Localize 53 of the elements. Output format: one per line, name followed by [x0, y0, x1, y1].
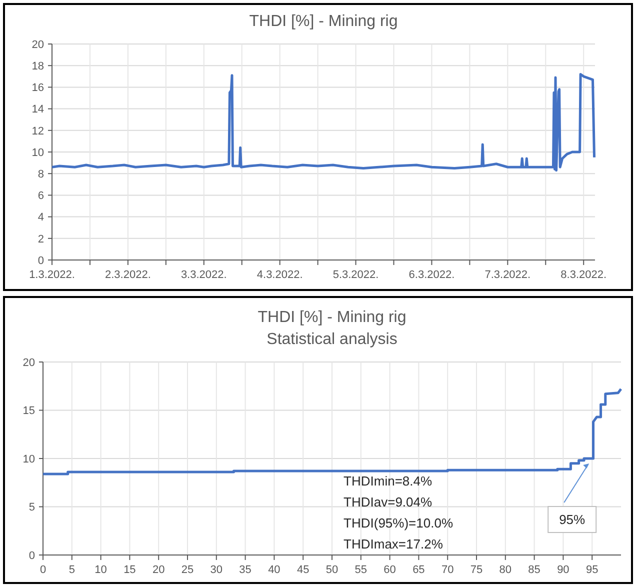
- x-tick-label: 2.3.2022.: [105, 269, 151, 281]
- x-tick-label: 55: [354, 564, 368, 576]
- y-tick-label: 16: [32, 82, 44, 94]
- y-tick-label: 6: [38, 190, 44, 202]
- x-tick-label: 1.3.2022.: [29, 269, 75, 281]
- x-tick-label: 20: [152, 564, 165, 576]
- y-tick-label: 14: [32, 104, 44, 116]
- x-tick-label: 85: [528, 564, 540, 576]
- x-tick-label: 10: [94, 564, 107, 576]
- x-tick-label: 3.3.2022.: [180, 269, 227, 281]
- x-tick-label: 70: [441, 564, 454, 576]
- x-tick-label: 65: [412, 564, 425, 576]
- x-tick-label: 40: [268, 564, 280, 576]
- y-tick-label: 20: [32, 38, 44, 51]
- x-tick-label: 90: [557, 564, 570, 576]
- x-tick-label: 15: [124, 564, 136, 576]
- x-tick-label: 50: [326, 564, 338, 576]
- y-tick-label: 0: [28, 550, 35, 562]
- annotation: THDImax=17.2%: [344, 536, 444, 552]
- chart-subtitle: Statistical analysis: [266, 331, 398, 348]
- x-tick-label: 75: [470, 564, 483, 576]
- y-tick-label: 2: [38, 233, 44, 246]
- y-tick-label: 18: [32, 60, 44, 72]
- x-tick-label: 6.3.2022.: [408, 269, 455, 281]
- y-tick-label: 5: [28, 502, 35, 514]
- y-tick-label: 0: [38, 254, 44, 267]
- x-tick-label: 80: [499, 564, 512, 576]
- x-tick-label: 30: [210, 564, 223, 576]
- y-tick-label: 10: [22, 453, 35, 466]
- annotation: 95%: [559, 512, 586, 528]
- annotation: THDIav=9.04%: [344, 494, 433, 510]
- annotation: THDI(95%)=10.0%: [344, 516, 454, 531]
- x-tick-label: 25: [181, 564, 194, 576]
- x-tick-label: 5: [68, 564, 75, 576]
- x-tick-label: 4.3.2022.: [256, 269, 303, 281]
- x-tick-label: 45: [296, 564, 310, 576]
- chart-title: THDI [%] - Mining rig: [258, 309, 406, 326]
- y-tick-label: 10: [32, 146, 44, 159]
- y-tick-label: 4: [38, 212, 44, 224]
- y-tick-label: 8: [38, 168, 44, 180]
- x-tick-label: 35: [239, 564, 252, 576]
- annotation: THDImin=8.4%: [344, 474, 432, 489]
- x-tick-label: 60: [384, 564, 396, 576]
- x-tick-label: 95: [586, 564, 598, 576]
- line-series: [50, 72, 596, 172]
- x-tick-label: 7.3.2022.: [484, 269, 531, 281]
- y-tick-label: 20: [22, 356, 35, 369]
- line-series: [42, 388, 622, 476]
- y-tick-label: 12: [32, 125, 44, 138]
- x-tick-label: 8.3.2022.: [560, 269, 607, 281]
- y-tick-label: 15: [22, 405, 35, 418]
- chart-title: THDI [%] - Mining rig: [249, 13, 398, 30]
- x-tick-label: 5.3.2022.: [332, 269, 379, 281]
